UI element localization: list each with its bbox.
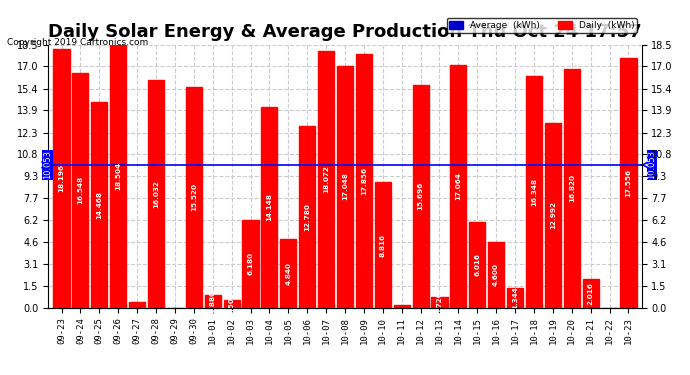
Bar	[394, 305, 410, 308]
Text: 18.196: 18.196	[59, 164, 65, 192]
Bar	[110, 45, 126, 308]
Text: 14.468: 14.468	[97, 191, 102, 219]
Bar	[299, 126, 315, 308]
Text: 16.348: 16.348	[531, 177, 537, 206]
Text: 10.053: 10.053	[43, 150, 52, 179]
Text: 16.548: 16.548	[77, 176, 83, 204]
Bar	[582, 279, 599, 308]
Bar	[186, 87, 202, 308]
Text: 4.600: 4.600	[493, 263, 499, 286]
Text: 15.696: 15.696	[417, 182, 424, 210]
Bar	[356, 54, 372, 307]
Text: 17.048: 17.048	[342, 172, 348, 201]
Bar	[451, 65, 466, 308]
Bar	[91, 102, 108, 308]
Bar	[54, 50, 70, 308]
Text: 16.032: 16.032	[153, 180, 159, 208]
Bar	[545, 123, 561, 308]
Text: 1.344: 1.344	[512, 286, 518, 309]
Text: Copyright 2019 Cartronics.com: Copyright 2019 Cartronics.com	[7, 38, 148, 47]
Text: 12.992: 12.992	[550, 201, 556, 229]
Text: 14.148: 14.148	[266, 193, 273, 221]
Text: 0.720: 0.720	[437, 291, 442, 314]
Bar	[507, 288, 523, 308]
Bar	[262, 107, 277, 307]
Text: 6.016: 6.016	[474, 254, 480, 276]
Bar	[72, 73, 88, 308]
Text: 16.820: 16.820	[569, 174, 575, 202]
Bar	[205, 295, 221, 307]
Text: 0.880: 0.880	[210, 290, 216, 313]
Text: 0.508: 0.508	[228, 292, 235, 315]
Bar	[413, 85, 428, 308]
Text: 2.016: 2.016	[588, 282, 593, 304]
Bar	[375, 182, 391, 308]
Text: 8.816: 8.816	[380, 233, 386, 256]
Bar	[431, 297, 448, 307]
Text: 12.780: 12.780	[304, 203, 310, 231]
Text: 17.856: 17.856	[361, 167, 367, 195]
Bar	[469, 222, 485, 308]
Text: 4.840: 4.840	[285, 262, 291, 285]
Bar	[318, 51, 334, 308]
Text: 18.072: 18.072	[323, 165, 329, 193]
Text: 6.180: 6.180	[248, 252, 253, 275]
Bar	[129, 302, 145, 307]
Text: 18.504: 18.504	[115, 162, 121, 190]
Bar	[337, 66, 353, 308]
Bar	[280, 239, 296, 308]
Bar	[620, 58, 636, 308]
Text: 17.064: 17.064	[455, 172, 462, 200]
Text: 17.556: 17.556	[625, 169, 631, 197]
Text: 15.520: 15.520	[191, 183, 197, 211]
Title: Daily Solar Energy & Average Production Thu Oct 24 17:57: Daily Solar Energy & Average Production …	[48, 22, 642, 40]
Bar	[242, 220, 259, 308]
Bar	[148, 80, 164, 308]
Text: 10.053: 10.053	[647, 150, 656, 179]
Bar	[224, 300, 239, 307]
Bar	[564, 69, 580, 308]
Legend: Average  (kWh), Daily  (kWh): Average (kWh), Daily (kWh)	[446, 18, 637, 33]
Bar	[488, 242, 504, 308]
Bar	[526, 75, 542, 308]
